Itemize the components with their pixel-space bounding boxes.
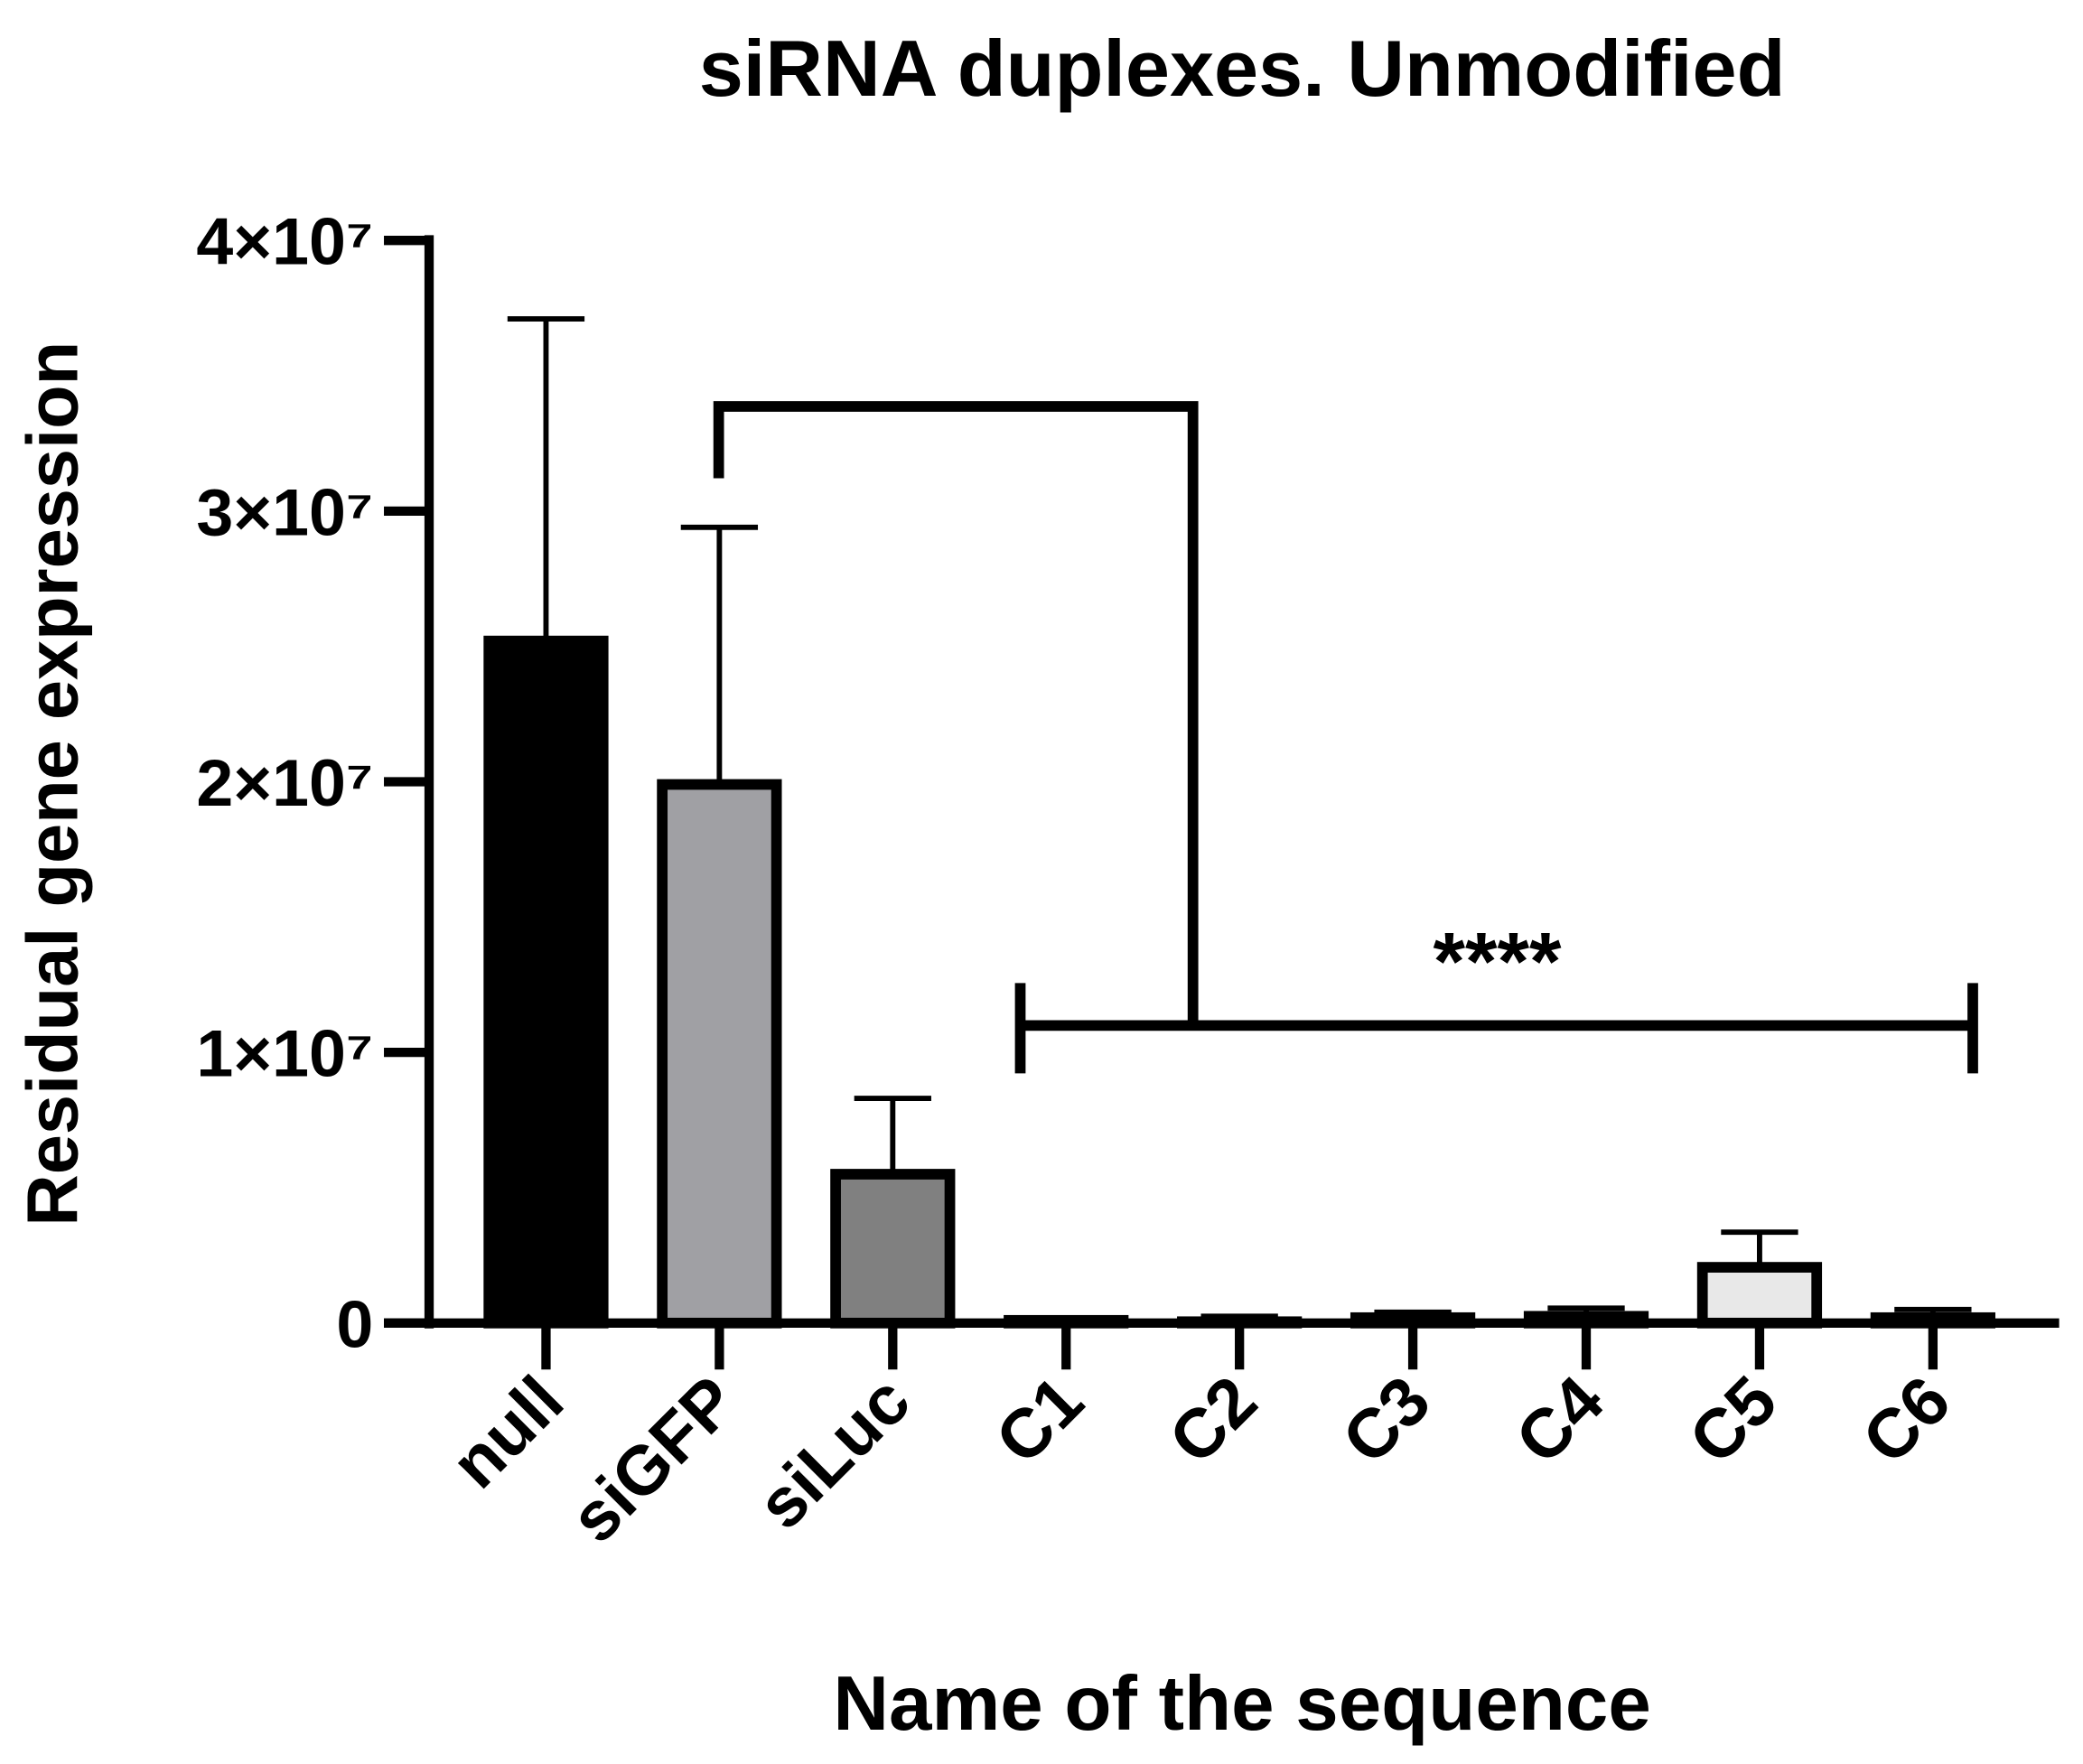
significance-label: **** xyxy=(1434,916,1562,1008)
y-axis-title: Residual gene expression xyxy=(12,341,92,1227)
bar xyxy=(657,779,782,1329)
x-tick-label: C4 xyxy=(1501,1362,1619,1479)
x-axis-title: Name of the sequence xyxy=(833,1661,1650,1747)
x-tick-label: C2 xyxy=(1154,1362,1271,1479)
x-tick-label: C3 xyxy=(1328,1362,1444,1479)
bar xyxy=(1696,1262,1823,1329)
plot-area: siRNA duplexes. Unmodified Name of the s… xyxy=(12,23,2060,1747)
bar xyxy=(830,1169,956,1329)
significance-bracket xyxy=(713,401,1978,1074)
x-tick-label: siLuc xyxy=(743,1362,925,1544)
x-tick-label: null xyxy=(437,1362,578,1503)
x-tick-label: siGFP xyxy=(556,1362,752,1557)
x-tick-label: C5 xyxy=(1675,1362,1791,1479)
bar xyxy=(483,635,609,1329)
y-tick-label: 1×10⁷ xyxy=(196,1016,373,1091)
chart-title: siRNA duplexes. Unmodified xyxy=(699,23,1786,113)
y-tick-label: 2×10⁷ xyxy=(196,745,373,820)
y-tick-label: 0 xyxy=(336,1286,373,1361)
y-tick-label: 3×10⁷ xyxy=(196,474,373,549)
y-tick-label: 4×10⁷ xyxy=(196,204,373,279)
x-tick-label: C1 xyxy=(982,1362,1098,1479)
x-tick-label: C6 xyxy=(1848,1362,1965,1479)
